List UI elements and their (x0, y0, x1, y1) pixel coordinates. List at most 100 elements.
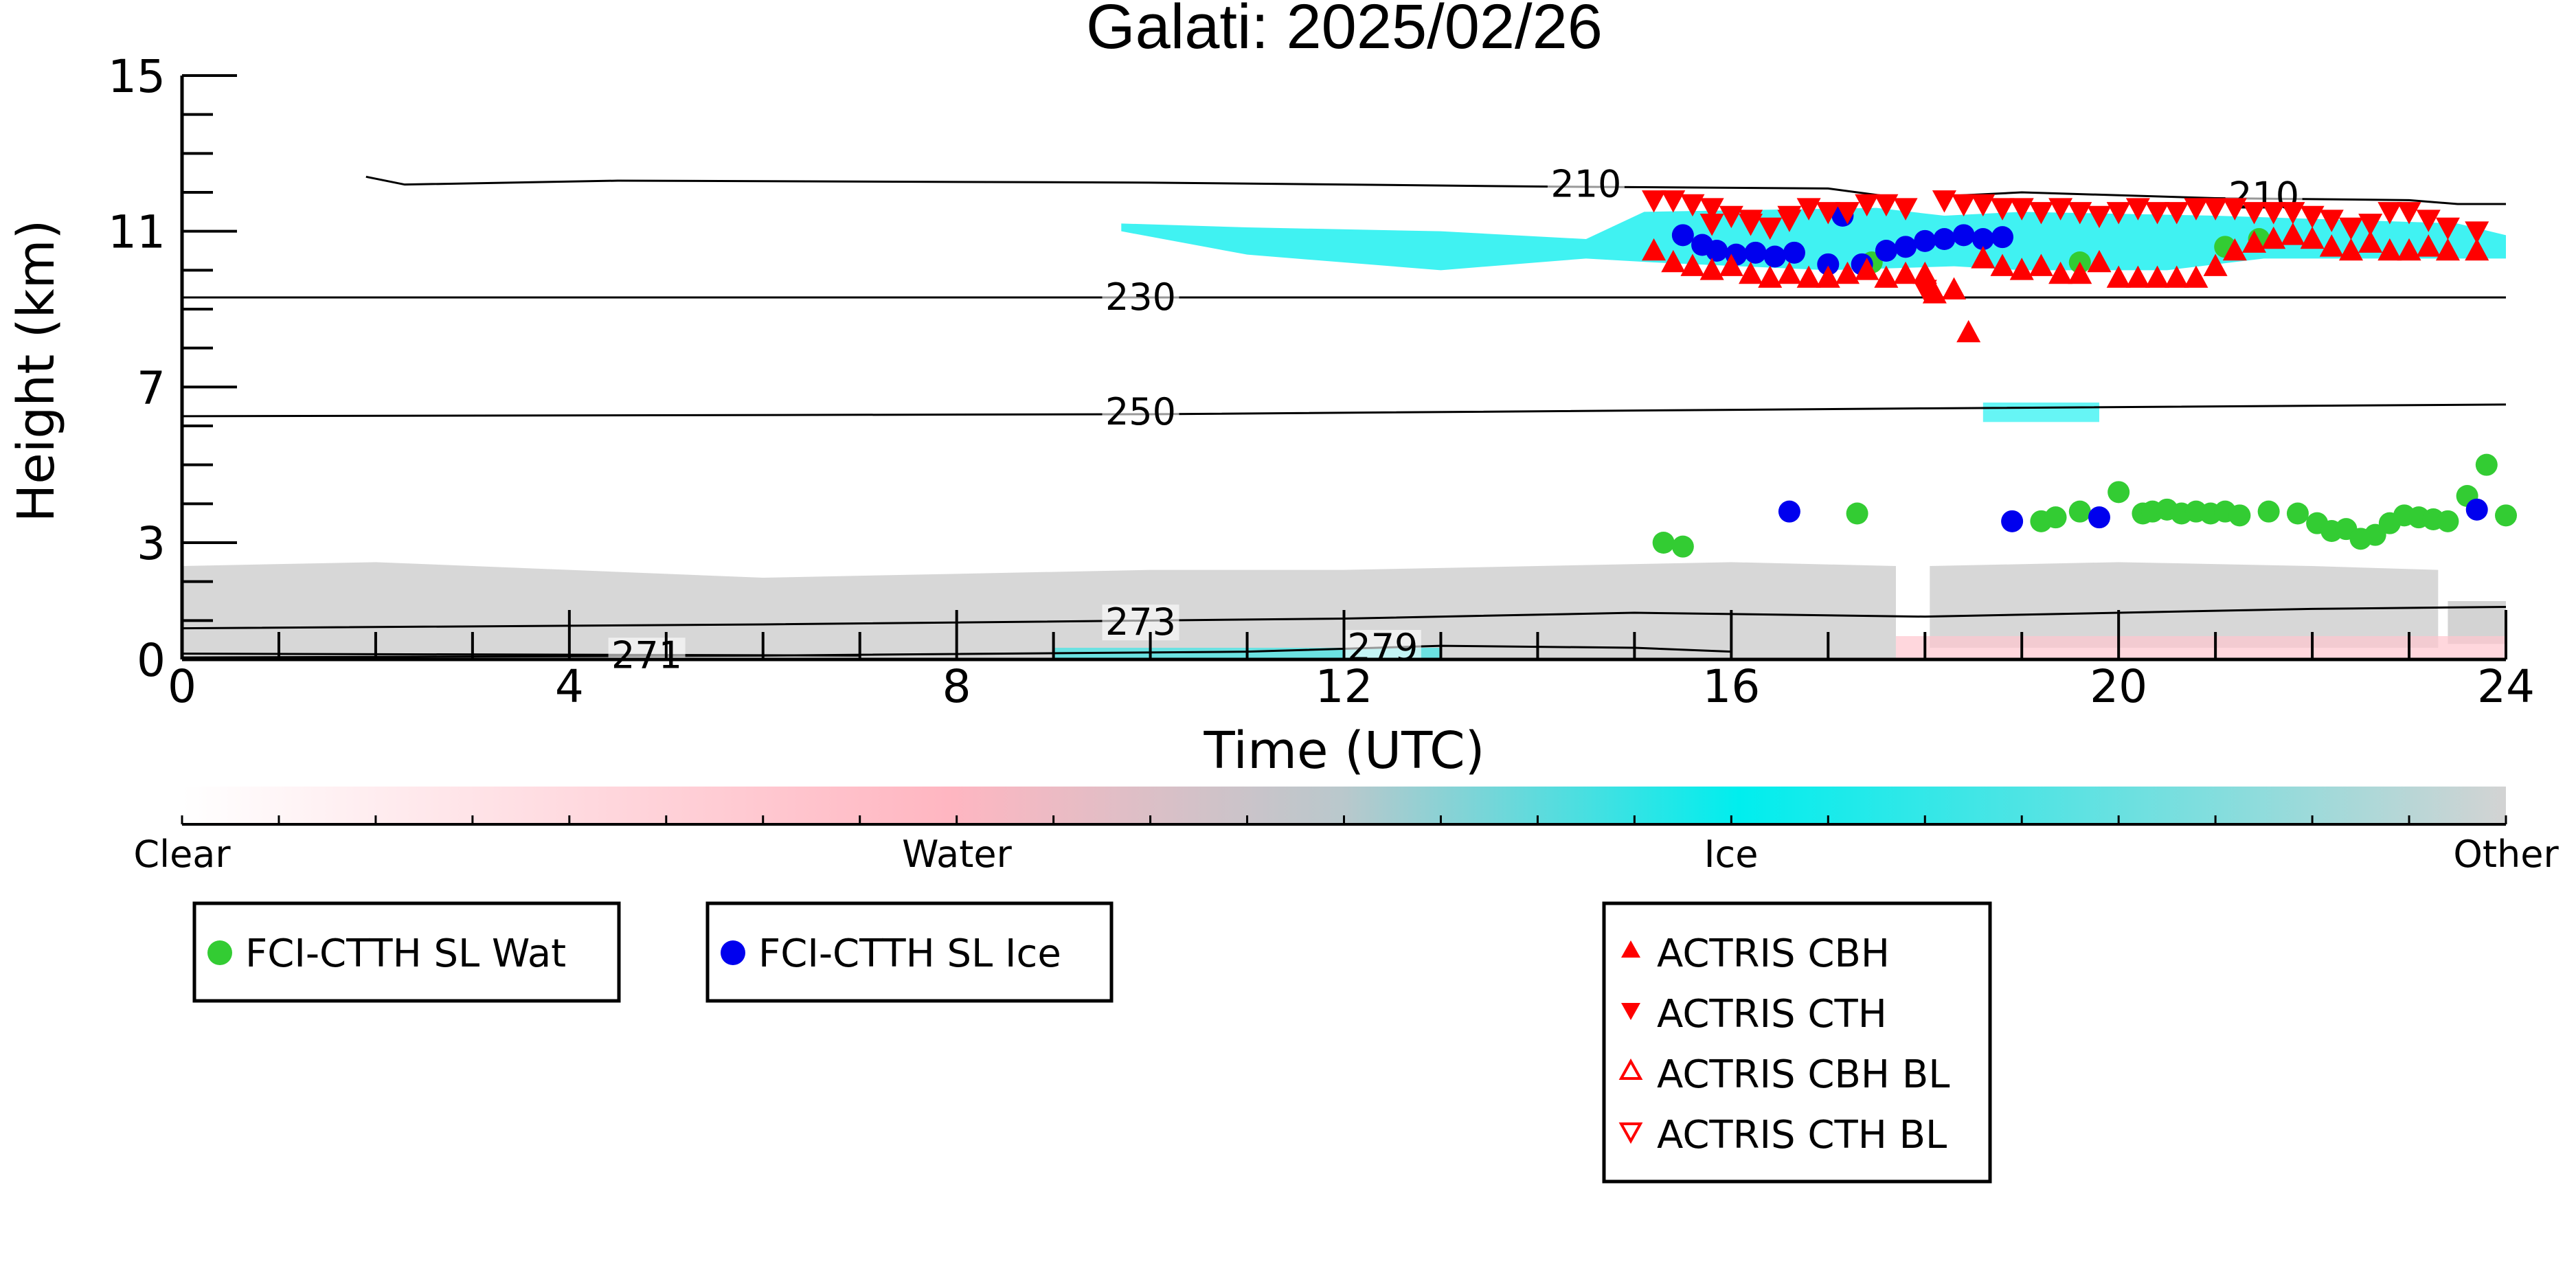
marker-actris-cth (2106, 202, 2131, 225)
marker-actris-cbh (2416, 234, 2441, 257)
marker-actris-cth (1874, 194, 1899, 217)
legend-label-fci-ctth-sl-ice: FCI-CTTH SL Ice (758, 931, 1061, 976)
marker-actris-cth (2222, 198, 2247, 221)
marker-actris-cth (2281, 202, 2305, 225)
marker-fci-ctth-sl-wat (2437, 510, 2459, 532)
marker-actris-cbh (2165, 265, 2189, 288)
legend-marker-actris-cth-bl (1618, 1122, 1643, 1144)
legend-marker-actris-cbh-bl (1618, 1058, 1643, 1080)
marker-actris-cbh (2048, 261, 2073, 284)
chart-title: Galati: 2025/02/26 (1086, 0, 1603, 62)
marker-fci-ctth-sl-wat (2257, 500, 2280, 523)
marker-fci-ctth-sl-ice (2465, 498, 2488, 521)
marker-actris-cth (1758, 217, 1783, 240)
marker-actris-cbh (1855, 258, 1879, 280)
contour-label-bg (1547, 166, 1625, 203)
marker-actris-cbh (1739, 261, 1763, 284)
marker-actris-cth (1699, 198, 1724, 221)
marker-actris-cth (1777, 210, 1802, 232)
legend-label-fci-ctth-sl-wat: FCI-CTTH SL Wat (245, 931, 566, 976)
contour-line-210 (1944, 191, 2506, 205)
marker-fci-ctth-sl-ice (1914, 229, 1936, 252)
marker-fci-ctth-sl-ice (1778, 500, 1800, 523)
marker-fci-ctth-sl-wat (1846, 502, 1868, 525)
marker-actris-cbh (2377, 238, 2402, 261)
marker-actris-cth (2087, 205, 2112, 229)
marker-actris-cbh (1893, 261, 1918, 284)
marker-actris-cth (2319, 210, 2344, 232)
marker-fci-ctth-sl-ice (1971, 228, 1994, 250)
marker-fci-ctth-sl-ice (1952, 224, 1975, 247)
marker-actris-cbh (1796, 265, 1821, 288)
marker-actris-cbh (1816, 265, 1840, 288)
marker-actris-cbh (2106, 265, 2131, 288)
y-tick-label: 15 (108, 50, 166, 103)
marker-actris-cbh (2222, 238, 2247, 261)
legend-label-actris-cbh-bl: ACTRIS CBH BL (1657, 1052, 1950, 1097)
marker-actris-cbh (1874, 265, 1899, 288)
marker-actris-cth (2048, 198, 2073, 221)
data-markers (1642, 190, 2517, 558)
x-tick-label: 0 (168, 660, 196, 713)
marker-actris-cbh (2029, 253, 2053, 276)
ice-cloud-layer (1121, 207, 2506, 271)
marker-fci-ctth-sl-wat (1652, 532, 1675, 554)
contour-line-250 (181, 403, 2507, 418)
marker-actris-cbh (2184, 265, 2208, 288)
marker-fci-ctth-sl-ice (1671, 224, 1694, 247)
contour-line-210 (365, 175, 1887, 198)
marker-actris-cbh (2281, 223, 2305, 245)
marker-fci-ctth-sl-wat (2228, 504, 2251, 527)
marker-fci-ctth-sl-wat (2068, 500, 2091, 523)
legend-label-actris-cth: ACTRIS CTH (1657, 992, 1887, 1037)
y-tick-label: 11 (108, 206, 166, 259)
marker-fci-ctth-sl-ice (1991, 226, 2014, 249)
marker-actris-cth (2397, 202, 2421, 225)
x-tick-label: 16 (1702, 660, 1760, 713)
marker-actris-cbh (2009, 258, 2034, 280)
marker-actris-cth (2184, 198, 2208, 221)
marker-actris-cth (1893, 198, 1918, 221)
marker-fci-ctth-sl-ice (1875, 240, 1897, 262)
marker-actris-cth (1952, 194, 1976, 217)
marker-actris-cth (1699, 214, 1724, 236)
marker-actris-cth (2068, 202, 2092, 225)
contour-label-bg (1102, 280, 1179, 315)
marker-actris-cbh (1971, 246, 1996, 269)
y-axis-label: Height (km) (7, 220, 66, 523)
marker-fci-ctth-sl-wat (2495, 504, 2517, 527)
marker-fci-ctth-sl-ice (1933, 228, 1956, 250)
marker-actris-cth (1990, 198, 2015, 221)
marker-actris-cth (1680, 194, 1705, 217)
contour-label-273: 273 (1105, 600, 1176, 644)
contour-label-279: 279 (1347, 626, 1418, 669)
legend-marker-actris-cbh (1621, 940, 1640, 958)
water-region-low (1895, 636, 2506, 659)
marker-actris-cth (2435, 217, 2460, 240)
marker-actris-cth (1642, 190, 1667, 213)
marker-fci-ctth-sl-ice (1744, 241, 1767, 264)
marker-fci-ctth-sl-ice (1783, 241, 1805, 264)
contour-label-bg (608, 637, 686, 674)
marker-actris-cth (2009, 198, 2034, 221)
colorbar-label-other: Other (2453, 833, 2559, 876)
y-tick-label: 3 (137, 517, 166, 570)
marker-actris-cth (1816, 202, 1840, 225)
colorbar-label-water: Water (902, 833, 1012, 876)
axes: 0 3 7 11 15 0 4 8 12 16 20 24 (108, 50, 2535, 713)
contour-label-bg (1102, 394, 1179, 431)
marker-actris-cbh (1956, 319, 1981, 343)
marker-actris-cth (2300, 205, 2325, 229)
ice-region-mid (1982, 403, 2099, 422)
marker-fci-ctth-sl-ice (2001, 510, 2024, 532)
marker-actris-cbh (2338, 238, 2363, 261)
x-tick-label: 12 (1315, 660, 1373, 713)
contour-label-210: 210 (1550, 163, 1621, 206)
other-region-morning (182, 562, 1896, 659)
marker-actris-cth (2338, 217, 2363, 240)
marker-actris-cth (1835, 202, 1860, 225)
marker-actris-cth (2125, 198, 2150, 221)
marker-actris-cbh (1642, 238, 1667, 261)
marker-fci-ctth-sl-ice (1817, 253, 1840, 275)
